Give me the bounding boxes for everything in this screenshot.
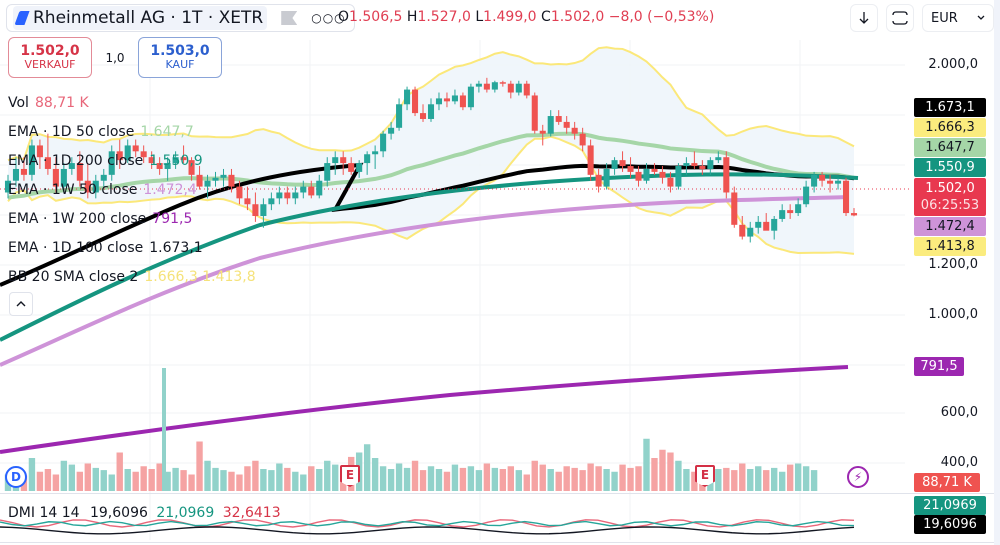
indicator-value: 1.550,9 [149, 152, 203, 169]
earnings-icon: E [345, 467, 355, 482]
indicator-label: EMA · 1W 200 close [8, 210, 147, 227]
dmi-minus-value: 32,6413 [222, 505, 281, 521]
chevron-up-icon [16, 301, 26, 307]
price-label-ema-1w-200: 791,5 [914, 357, 964, 376]
arrow-down-icon [859, 12, 869, 24]
fullscreen-button[interactable] [886, 4, 914, 32]
close-label: C [541, 9, 551, 25]
indicator-ema-1w-50[interactable]: EMA · 1W 50 close 1.472,4 [8, 175, 256, 204]
low-value: 1.499,0 [483, 9, 537, 25]
trade-panel: 1.502,0 VERKAUF 1,0 1.503,0 KAUF [8, 37, 222, 78]
axis-tick: 2.000,0 [928, 57, 978, 72]
low-label: L [475, 9, 484, 25]
indicator-volume[interactable]: Vol 88,71 K [8, 88, 256, 117]
top-right-toolbar: EUR [850, 4, 1000, 32]
buy-button[interactable]: 1.503,0 KAUF [138, 37, 222, 78]
indicator-label: EMA · 1W 50 close [8, 181, 138, 198]
axis-tick: 1.200,0 [928, 257, 978, 272]
download-button[interactable] [850, 4, 878, 32]
open-value: 1.506,5 [349, 9, 403, 25]
change-value: −8,0 (−0,53%) [608, 9, 715, 25]
pane-separator[interactable] [0, 493, 1000, 494]
indicator-label: Vol [8, 94, 29, 111]
price-label-bb-lower: 1.413,8 [914, 237, 986, 256]
price-label-ema-1w-50: 1.472,4 [914, 217, 986, 236]
indicator-ema-1d-100[interactable]: EMA · 1D 100 close 1.673,1 [8, 233, 256, 262]
symbol-title[interactable]: Rheinmetall AG · 1T · XETR [13, 6, 268, 30]
indicator-value: 1.472,4 [143, 181, 197, 198]
earnings-marker[interactable]: E [340, 465, 360, 487]
indicator-value: 791,5 [152, 210, 193, 227]
buy-label: KAUF [165, 57, 195, 71]
dmi-label: DMI 14 14 [8, 505, 80, 521]
spread-value: 1,0 [105, 50, 125, 65]
axis-tick: 600,0 [940, 405, 978, 420]
indicator-value: 1.647,7 [140, 123, 194, 140]
fullscreen-icon [892, 11, 908, 25]
indicator-value: 88,71 K [34, 94, 89, 111]
price-label-ema-1d-200: 1.550,9 [914, 158, 986, 177]
earnings-marker[interactable]: E [695, 465, 715, 487]
ohlc-values: O1.506,5 H1.527,0 L1.499,0 C1.502,0 −8,0… [338, 9, 714, 25]
sell-label: VERKAUF [24, 57, 76, 71]
indicator-bollinger[interactable]: BB 20 SMA close 2 1.666,3 1.413,8 [8, 262, 256, 291]
dmi-legend[interactable]: DMI 14 14 19,6096 21,0969 32,6413 [8, 505, 281, 521]
indicator-label: BB 20 SMA close 2 [8, 268, 139, 285]
indicator-ema-1d-50[interactable]: EMA · 1D 50 close 1.647,7 [8, 117, 256, 146]
close-value: 1.502,0 [550, 9, 605, 25]
symbol-title-text: Rheinmetall AG · 1T · XETR [33, 8, 264, 28]
dmi-adx-value: 19,6096 [89, 505, 148, 521]
chevron-down-icon [977, 15, 985, 20]
high-label: H [406, 9, 418, 25]
price-label-ema-1d-50: 1.647,7 [914, 138, 986, 157]
price-label-plus-di: 21,0969 [914, 496, 986, 515]
indicator-value: 1.673,1 [149, 239, 203, 256]
high-value: 1.527,0 [417, 9, 471, 25]
collapse-legend-button[interactable] [9, 292, 33, 316]
sell-button[interactable]: 1.502,0 VERKAUF [8, 37, 92, 78]
currency-select[interactable]: EUR [922, 4, 994, 32]
indicator-ema-1w-200[interactable]: EMA · 1W 200 close 791,5 [8, 204, 256, 233]
indicator-value: 1.666,3 1.413,8 [144, 268, 256, 285]
last-price: 1.502,0 [925, 181, 975, 196]
dividend-icon: D [11, 470, 21, 484]
dmi-plus-value: 21,0969 [156, 505, 215, 521]
indicator-legend: Vol 88,71 K EMA · 1D 50 close 1.647,7 EMA … [8, 88, 256, 291]
dividend-marker[interactable]: D [5, 466, 27, 488]
buy-price: 1.503,0 [150, 42, 210, 59]
price-label-bb-upper: 1.666,3 [914, 118, 986, 137]
ellipsis-icon[interactable]: ○○○ [311, 11, 346, 25]
event-marker[interactable]: ⚡ [847, 466, 869, 488]
rheinmetall-logo-icon [14, 11, 30, 25]
flag-icon[interactable] [281, 11, 298, 25]
indicator-ema-1d-200[interactable]: EMA · 1D 200 close 1.550,9 [8, 146, 256, 175]
open-label: O [338, 9, 350, 25]
axis-tick: 400,0 [940, 455, 978, 470]
bottom-border [0, 542, 1000, 543]
indicator-label: EMA · 1D 100 close [8, 239, 144, 256]
last-price-label: 1.502,0 06:25:53 [914, 178, 986, 216]
symbol-legend[interactable]: Rheinmetall AG · 1T · XETR ○○○ [6, 4, 355, 32]
price-label-adx: 19,6096 [914, 515, 986, 534]
price-label-ema-1d-100: 1.673,1 [914, 98, 986, 117]
scrollbar-edge [994, 0, 1000, 545]
lightning-icon: ⚡ [853, 470, 863, 484]
axis-tick: 1.000,0 [928, 307, 978, 322]
indicator-label: EMA · 1D 200 close [8, 152, 144, 169]
indicator-label: EMA · 1D 50 close [8, 123, 135, 140]
sell-price: 1.502,0 [20, 42, 80, 59]
price-label-volume: 88,71 K [914, 473, 980, 492]
earnings-icon: E [700, 467, 710, 482]
bar-countdown: 06:25:53 [920, 198, 980, 213]
currency-value: EUR [931, 10, 958, 26]
